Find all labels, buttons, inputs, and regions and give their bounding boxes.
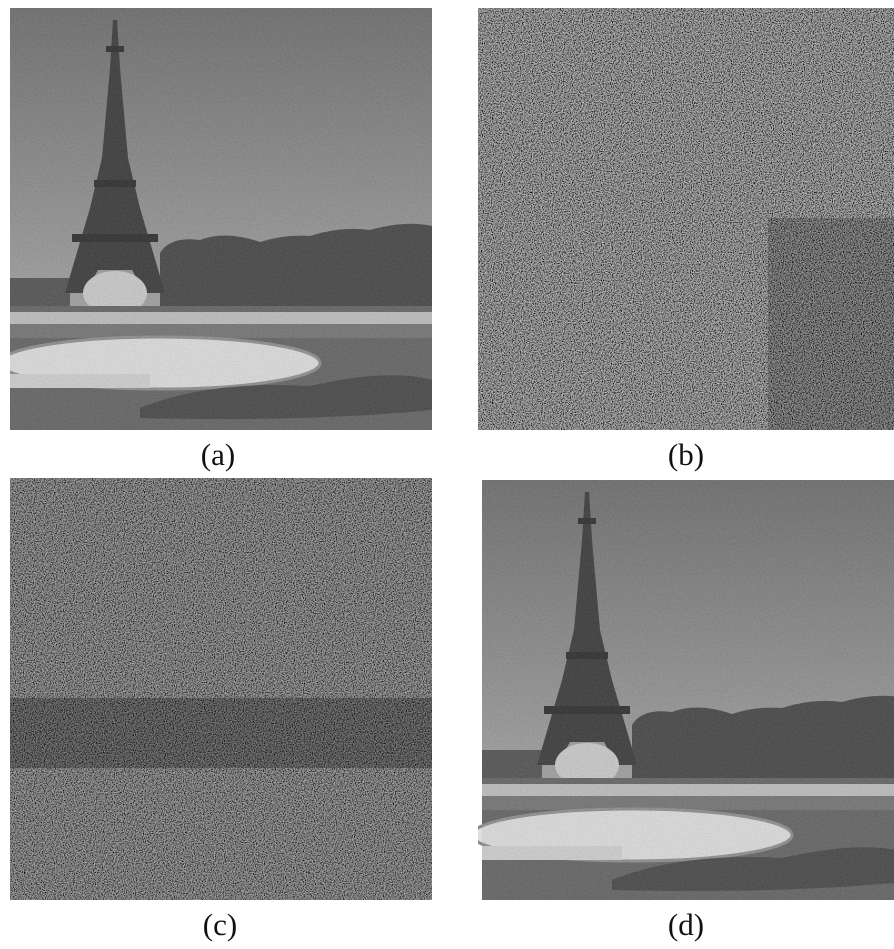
panel-label: (b) xyxy=(668,437,704,472)
panel-label: (a) xyxy=(201,437,235,472)
image-a xyxy=(0,8,432,430)
image-c xyxy=(10,478,432,900)
image-b xyxy=(478,8,894,430)
image-d xyxy=(472,480,894,902)
panel-label: (c) xyxy=(203,907,237,942)
figure: (a) (b) (c) (d) xyxy=(0,0,894,949)
panel-label: (d) xyxy=(668,907,704,942)
